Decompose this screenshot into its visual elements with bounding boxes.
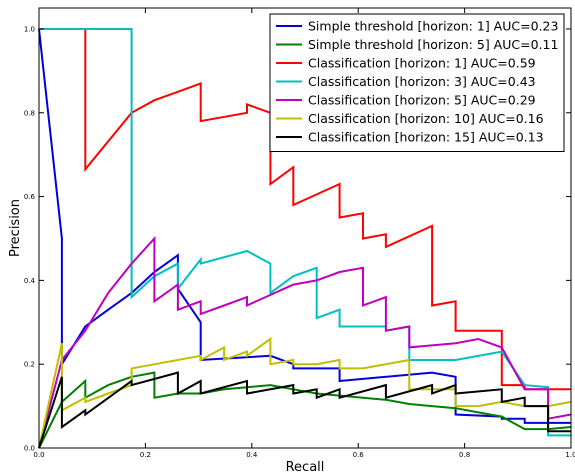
legend-label: Classification [horizon: 10] AUC=0.16 bbox=[308, 111, 544, 126]
series-layer bbox=[38, 28, 572, 449]
series-line-3 bbox=[39, 28, 571, 437]
y-tick-label: 0.0 bbox=[24, 445, 35, 453]
x-tick-label: 0.6 bbox=[353, 451, 365, 459]
legend-box bbox=[269, 13, 565, 152]
legend-label: Classification [horizon: 1] AUC=0.59 bbox=[308, 56, 536, 71]
y-tick-label: 0.4 bbox=[24, 277, 36, 285]
legend-label: Classification [horizon: 3] AUC=0.43 bbox=[308, 74, 536, 89]
y-tick-label: 0.2 bbox=[24, 361, 35, 369]
y-tick-label: 0.6 bbox=[24, 193, 36, 201]
series-line-2 bbox=[39, 28, 571, 391]
x-tick-label: 0.0 bbox=[33, 451, 44, 459]
series-line-1 bbox=[38, 371, 572, 449]
legend-label: Classification [horizon: 15] AUC=0.13 bbox=[308, 130, 544, 145]
ticks-layer: 0.0 0.2 0.4 0.6 0.8 1.0 0.0 0.2 0.4 0.6 0.8 1.0 bbox=[24, 8, 575, 459]
x-tick-label: 0.8 bbox=[459, 451, 470, 459]
y-axis-label: Precision bbox=[8, 199, 23, 257]
plot-frame bbox=[38, 7, 572, 449]
x-tick-label: 0.4 bbox=[246, 451, 258, 459]
series-line-5 bbox=[38, 337, 572, 449]
legend-label: Classification [horizon: 5] AUC=0.29 bbox=[308, 93, 536, 108]
legend: Simple threshold [horizon: 1] AUC=0.23 Si… bbox=[269, 13, 565, 152]
series-line-4 bbox=[38, 235, 572, 449]
series-line-6 bbox=[38, 371, 571, 449]
y-tick-label: 0.8 bbox=[24, 109, 35, 117]
x-axis-label: Recall bbox=[286, 460, 325, 474]
legend-label: Simple threshold [horizon: 1] AUC=0.23 bbox=[308, 19, 558, 34]
x-tick-label: 0.2 bbox=[140, 451, 151, 459]
legend-label: Simple threshold [horizon: 5] AUC=0.11 bbox=[308, 37, 558, 52]
x-tick-label: 1.0 bbox=[565, 451, 575, 459]
y-tick-label: 1.0 bbox=[24, 25, 35, 33]
